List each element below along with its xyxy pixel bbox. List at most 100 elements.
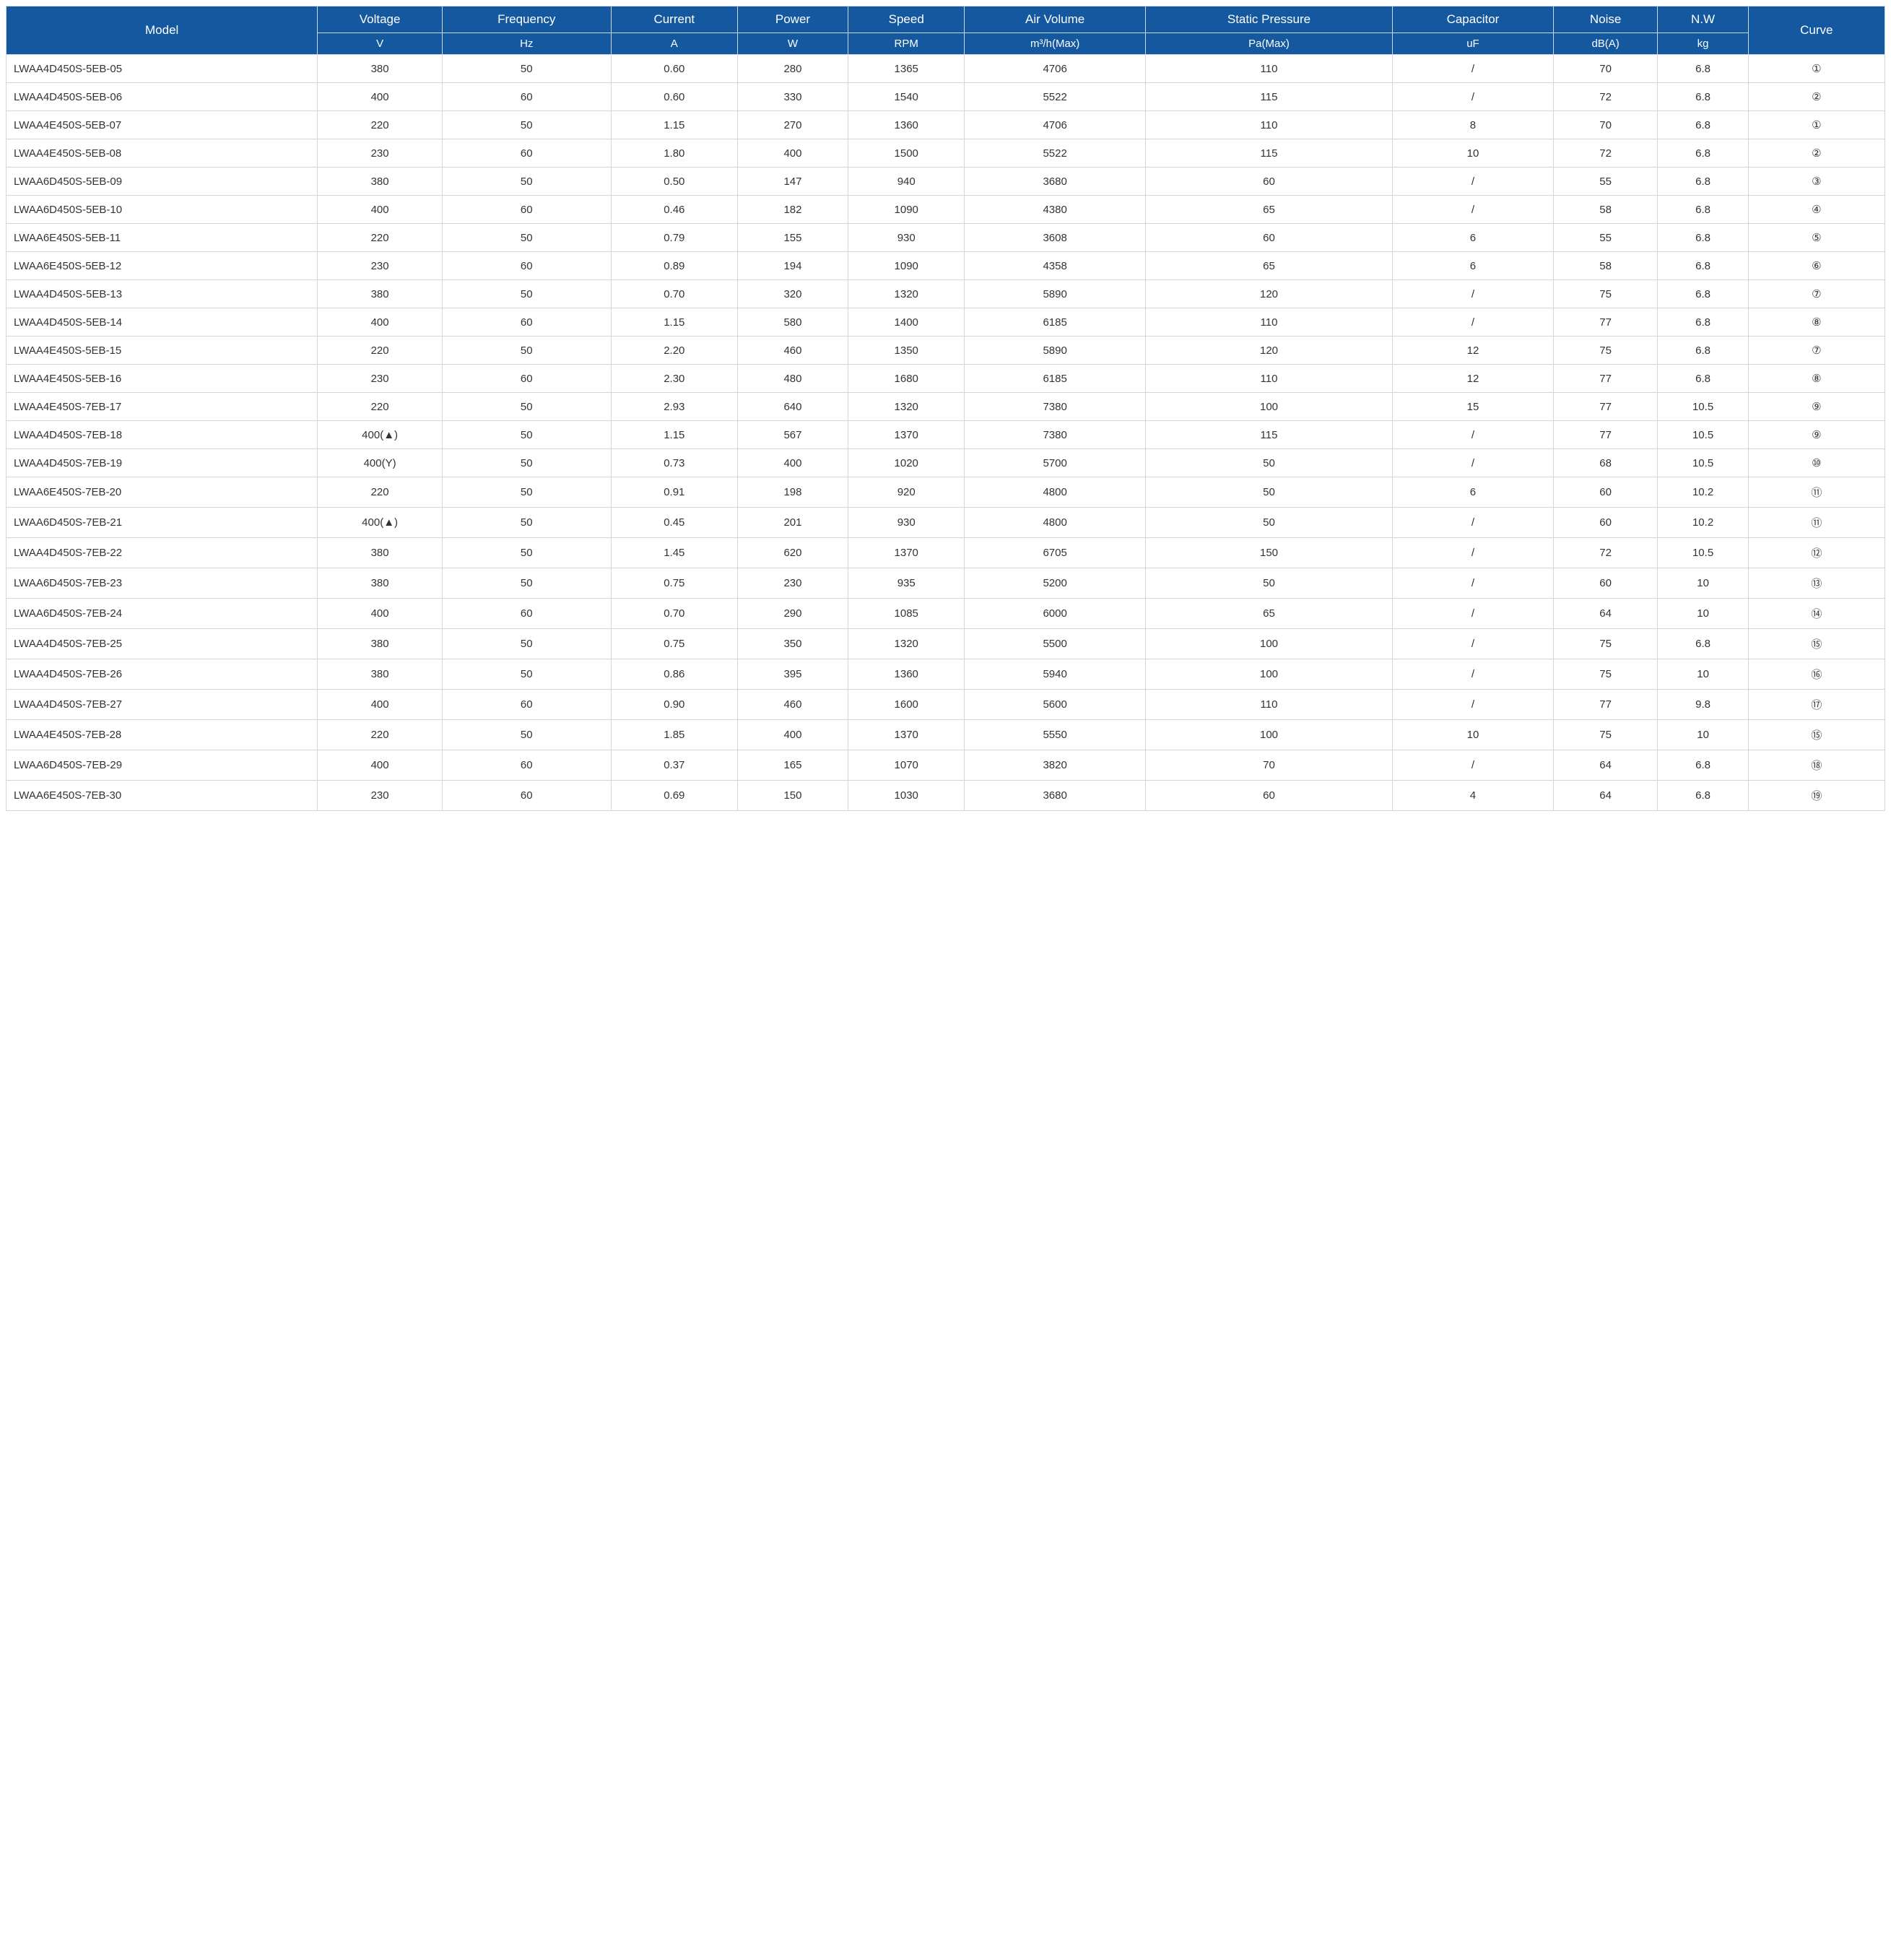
- cell-cap: 10: [1393, 139, 1554, 168]
- table-row: LWAA6E450S-7EB-20220500.9119892048005066…: [6, 477, 1885, 508]
- cell-speed: 1320: [848, 629, 965, 659]
- cell-model: LWAA6D450S-7EB-23: [6, 568, 318, 599]
- cell-model: LWAA6E450S-7EB-30: [6, 781, 318, 811]
- cell-current: 0.89: [611, 252, 737, 280]
- cell-speed: 1370: [848, 421, 965, 449]
- cell-current: 0.69: [611, 781, 737, 811]
- cell-power: 290: [737, 599, 848, 629]
- cell-cap: 15: [1393, 393, 1554, 421]
- cell-noise: 72: [1553, 83, 1658, 111]
- cell-airvol: 4380: [965, 196, 1145, 224]
- cell-nw: 10.2: [1658, 477, 1748, 508]
- cell-noise: 77: [1553, 690, 1658, 720]
- cell-cap: 12: [1393, 365, 1554, 393]
- cell-speed: 1370: [848, 538, 965, 568]
- cell-model: LWAA4E450S-7EB-17: [6, 393, 318, 421]
- cell-noise: 55: [1553, 168, 1658, 196]
- cell-noise: 58: [1553, 252, 1658, 280]
- cell-voltage: 220: [318, 477, 443, 508]
- cell-power: 620: [737, 538, 848, 568]
- cell-voltage: 400: [318, 308, 443, 337]
- cell-cap: /: [1393, 750, 1554, 781]
- table-row: LWAA4D450S-7EB-22380501.4562013706705150…: [6, 538, 1885, 568]
- table-row: LWAA6E450S-7EB-30230600.6915010303680604…: [6, 781, 1885, 811]
- cell-nw: 6.8: [1658, 750, 1748, 781]
- unit-freq: Hz: [442, 33, 611, 55]
- cell-airvol: 6185: [965, 365, 1145, 393]
- cell-current: 0.50: [611, 168, 737, 196]
- cell-nw: 10.5: [1658, 393, 1748, 421]
- cell-speed: 1090: [848, 252, 965, 280]
- cell-cap: 6: [1393, 252, 1554, 280]
- cell-current: 1.15: [611, 421, 737, 449]
- cell-airvol: 5600: [965, 690, 1145, 720]
- cell-freq: 60: [442, 308, 611, 337]
- cell-speed: 1320: [848, 280, 965, 308]
- cell-power: 395: [737, 659, 848, 690]
- cell-model: LWAA6D450S-5EB-10: [6, 196, 318, 224]
- cell-nw: 10.5: [1658, 421, 1748, 449]
- cell-model: LWAA4D450S-7EB-25: [6, 629, 318, 659]
- cell-airvol: 5522: [965, 83, 1145, 111]
- cell-voltage: 400(▲): [318, 508, 443, 538]
- table-row: LWAA4E450S-5EB-16230602.3048016806185110…: [6, 365, 1885, 393]
- cell-airvol: 5550: [965, 720, 1145, 750]
- cell-voltage: 400: [318, 196, 443, 224]
- table-row: LWAA4E450S-5EB-08230601.8040015005522115…: [6, 139, 1885, 168]
- cell-speed: 1070: [848, 750, 965, 781]
- cell-static: 115: [1145, 83, 1392, 111]
- cell-voltage: 400: [318, 750, 443, 781]
- cell-voltage: 220: [318, 337, 443, 365]
- cell-freq: 50: [442, 168, 611, 196]
- cell-noise: 75: [1553, 337, 1658, 365]
- cell-nw: 10.5: [1658, 538, 1748, 568]
- unit-noise: dB(A): [1553, 33, 1658, 55]
- cell-curve: ⑮: [1748, 629, 1885, 659]
- cell-power: 400: [737, 720, 848, 750]
- cell-power: 165: [737, 750, 848, 781]
- cell-nw: 10: [1658, 720, 1748, 750]
- cell-static: 50: [1145, 508, 1392, 538]
- cell-voltage: 400: [318, 599, 443, 629]
- cell-current: 0.60: [611, 83, 737, 111]
- table-row: LWAA6D450S-7EB-23380500.75230935520050/6…: [6, 568, 1885, 599]
- cell-current: 0.70: [611, 280, 737, 308]
- col-header-freq: Frequency: [442, 6, 611, 33]
- cell-cap: 8: [1393, 111, 1554, 139]
- cell-cap: /: [1393, 659, 1554, 690]
- cell-voltage: 380: [318, 568, 443, 599]
- cell-noise: 60: [1553, 568, 1658, 599]
- cell-airvol: 4706: [965, 111, 1145, 139]
- cell-model: LWAA4D450S-7EB-18: [6, 421, 318, 449]
- cell-nw: 6.8: [1658, 781, 1748, 811]
- cell-power: 320: [737, 280, 848, 308]
- cell-nw: 10: [1658, 659, 1748, 690]
- cell-airvol: 5500: [965, 629, 1145, 659]
- cell-curve: ⑮: [1748, 720, 1885, 750]
- cell-noise: 64: [1553, 599, 1658, 629]
- cell-curve: ⑫: [1748, 538, 1885, 568]
- cell-curve: ⑰: [1748, 690, 1885, 720]
- cell-nw: 6.8: [1658, 139, 1748, 168]
- table-row: LWAA6D450S-5EB-09380500.50147940368060/5…: [6, 168, 1885, 196]
- table-row: LWAA4D450S-5EB-14400601.1558014006185110…: [6, 308, 1885, 337]
- cell-voltage: 230: [318, 252, 443, 280]
- cell-power: 350: [737, 629, 848, 659]
- cell-current: 0.46: [611, 196, 737, 224]
- cell-power: 230: [737, 568, 848, 599]
- unit-airvol: m³/h(Max): [965, 33, 1145, 55]
- table-row: LWAA4E450S-7EB-17220502.9364013207380100…: [6, 393, 1885, 421]
- cell-voltage: 380: [318, 629, 443, 659]
- cell-airvol: 5890: [965, 280, 1145, 308]
- cell-power: 400: [737, 449, 848, 477]
- cell-static: 60: [1145, 168, 1392, 196]
- cell-cap: /: [1393, 196, 1554, 224]
- cell-curve: ⑦: [1748, 337, 1885, 365]
- cell-cap: /: [1393, 568, 1554, 599]
- cell-speed: 1370: [848, 720, 965, 750]
- cell-freq: 60: [442, 139, 611, 168]
- cell-static: 110: [1145, 365, 1392, 393]
- cell-cap: /: [1393, 308, 1554, 337]
- cell-airvol: 3680: [965, 781, 1145, 811]
- cell-freq: 50: [442, 629, 611, 659]
